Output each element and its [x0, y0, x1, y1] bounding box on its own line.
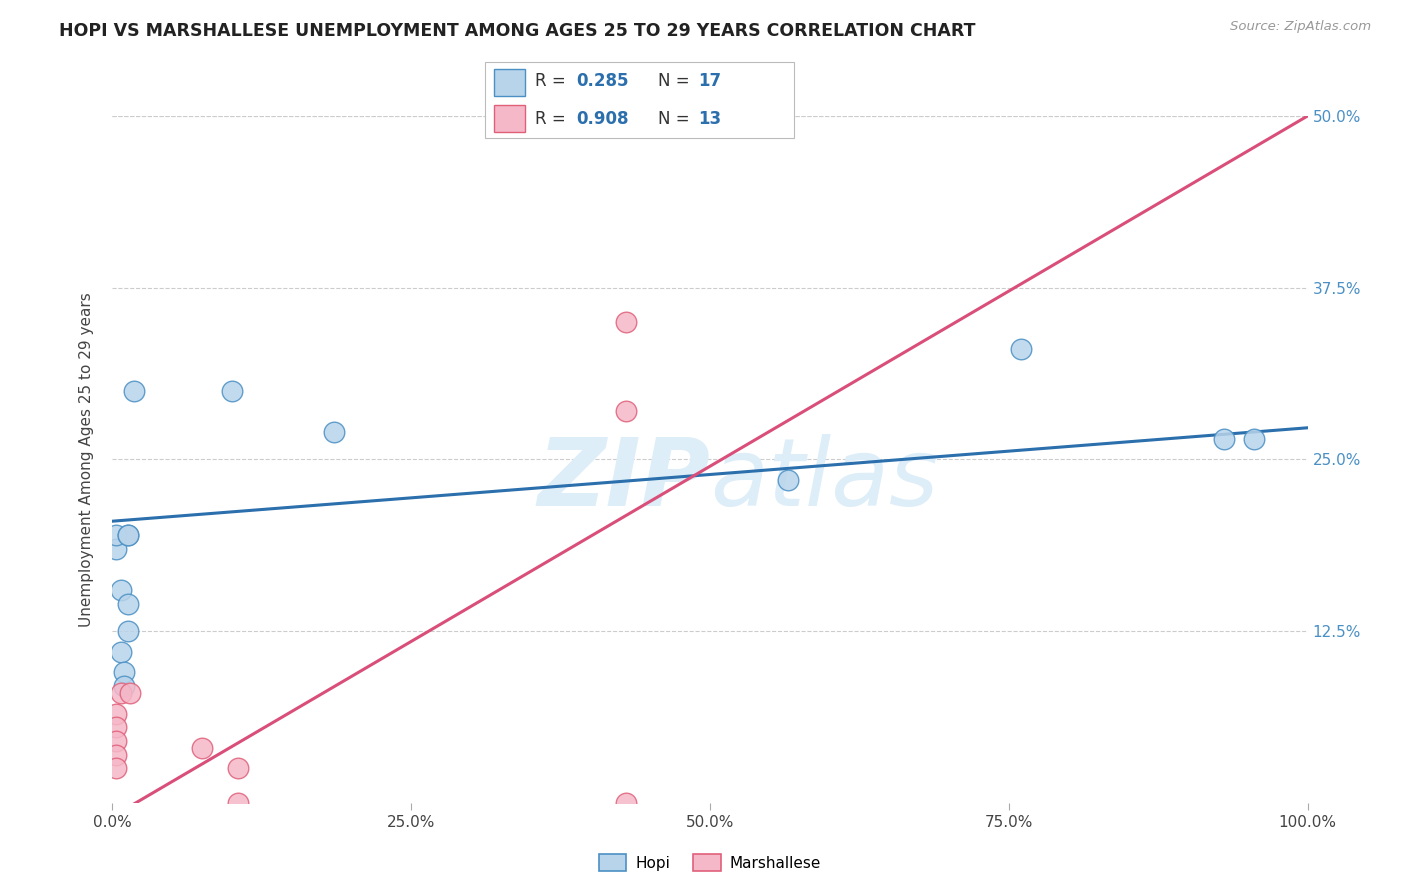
Text: N =: N =	[658, 72, 695, 90]
Point	[110, 686, 132, 700]
Text: atlas: atlas	[710, 434, 938, 525]
Point	[776, 473, 799, 487]
Point	[616, 796, 638, 810]
Point	[117, 597, 139, 611]
Text: R =: R =	[534, 110, 571, 128]
Bar	[495, 69, 526, 95]
Point	[114, 679, 135, 693]
Point	[120, 686, 142, 700]
Text: R =: R =	[534, 72, 571, 90]
Text: ZIP: ZIP	[537, 434, 710, 526]
Text: 13: 13	[699, 110, 721, 128]
Point	[110, 582, 132, 597]
Point	[114, 665, 135, 680]
Point	[221, 384, 243, 398]
FancyBboxPatch shape	[485, 62, 794, 138]
Text: N =: N =	[658, 110, 695, 128]
Point	[105, 762, 128, 776]
Point	[191, 740, 214, 755]
Point	[105, 720, 128, 734]
Point	[1010, 343, 1032, 357]
Point	[105, 541, 128, 556]
Text: 17: 17	[699, 72, 721, 90]
Point	[226, 762, 249, 776]
Text: 0.908: 0.908	[576, 110, 628, 128]
Point	[1243, 432, 1265, 446]
Legend: Hopi, Marshallese: Hopi, Marshallese	[593, 847, 827, 878]
Point	[616, 404, 638, 418]
Point	[117, 528, 139, 542]
Point	[616, 315, 638, 329]
Point	[105, 528, 128, 542]
Point	[226, 796, 249, 810]
Point	[117, 624, 139, 639]
Text: HOPI VS MARSHALLESE UNEMPLOYMENT AMONG AGES 25 TO 29 YEARS CORRELATION CHART: HOPI VS MARSHALLESE UNEMPLOYMENT AMONG A…	[59, 22, 976, 40]
Point	[105, 734, 128, 748]
Point	[1213, 432, 1236, 446]
Text: 0.285: 0.285	[576, 72, 628, 90]
Point	[122, 384, 145, 398]
Bar	[495, 105, 526, 132]
Text: Source: ZipAtlas.com: Source: ZipAtlas.com	[1230, 20, 1371, 33]
Y-axis label: Unemployment Among Ages 25 to 29 years: Unemployment Among Ages 25 to 29 years	[79, 292, 94, 627]
Point	[105, 747, 128, 762]
Point	[117, 528, 139, 542]
Point	[322, 425, 344, 439]
Point	[105, 706, 128, 721]
Point	[110, 645, 132, 659]
